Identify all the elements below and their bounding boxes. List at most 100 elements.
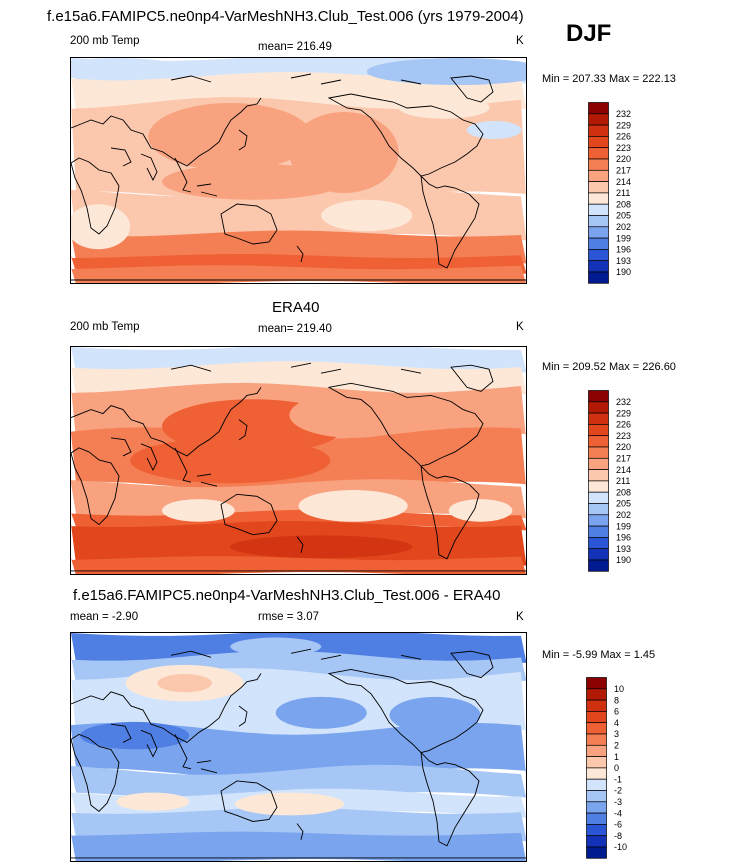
colorbar-box [588,446,609,459]
colorbar-label: 217 [616,166,631,176]
colorbar-label: -8 [614,831,622,841]
colorbar-box [588,169,609,182]
panel1-colorbar: 232 229 226 223 220 217 214 211 208 205 202 199 196 1… [588,102,648,287]
colorbar-label: 193 [616,544,631,554]
panel1-map [70,57,527,284]
colorbar-label: -2 [614,786,622,796]
colorbar-box [588,435,609,448]
colorbar-label: 2 [614,741,619,751]
colorbar-box [586,744,607,757]
colorbar-label: 220 [616,154,631,164]
colorbar-box [586,790,607,803]
colorbar-box [588,491,609,504]
panel3-units: K [516,611,524,623]
colorbar-box [588,192,609,205]
colorbar-box [586,756,607,769]
colorbar-label: 226 [616,132,631,142]
colorbar-box [588,158,609,171]
colorbar-label: 202 [616,222,631,232]
colorbar-label: 208 [616,199,631,209]
colorbar-box [586,801,607,814]
colorbar-box [588,537,609,550]
colorbar-label: -3 [614,797,622,807]
colorbar-box [588,525,609,538]
colorbar-label: -10 [614,842,627,852]
panel2-units: K [516,321,524,333]
colorbar-label: 205 [616,499,631,509]
colorbar-box [588,203,609,216]
colorbar-label: -1 [614,774,622,784]
colorbar-label: 0 [614,763,619,773]
panel3-title: f.e15a6.FAMIPC5.ne0np4-VarMeshNH3.Club_T… [73,587,501,604]
colorbar-box [588,237,609,250]
colorbar-label: 4 [614,718,619,728]
colorbar-box [588,424,609,437]
colorbar-box [588,249,609,262]
colorbar-label: 232 [616,397,631,407]
colorbar-box [588,480,609,493]
colorbar-label: 8 [614,695,619,705]
colorbar-label: 196 [616,533,631,543]
colorbar-box [588,559,609,572]
colorbar-label: 202 [616,510,631,520]
colorbar-box [588,401,609,414]
colorbar-label: 217 [616,454,631,464]
colorbar-label: 208 [616,487,631,497]
colorbar-label: 211 [616,476,630,486]
colorbar-box [588,136,609,149]
colorbar-label: 196 [616,245,631,255]
colorbar-label: 229 [616,408,631,418]
colorbar-box [586,812,607,825]
colorbar-label: -4 [614,808,622,818]
colorbar-box [586,778,607,791]
colorbar-label: 223 [616,431,631,441]
colorbar-box [588,102,609,115]
panel2-variable: 200 mb Temp [70,321,140,333]
colorbar-label: 223 [616,143,631,153]
colorbar-box [586,835,607,848]
colorbar-box [588,271,609,284]
colorbar-box [586,824,607,837]
colorbar-label: 214 [616,465,631,475]
colorbar-label: 226 [616,420,631,430]
panel1-title: f.e15a6.FAMIPC5.ne0np4-VarMeshNH3.Club_T… [47,8,524,25]
colorbar-box [586,846,607,859]
colorbar-box [586,699,607,712]
colorbar-label: 190 [616,555,631,565]
colorbar-box [586,733,607,746]
colorbar-label: 232 [616,109,631,119]
colorbar-label: 10 [614,684,624,694]
season-label: DJF [566,20,612,47]
colorbar-box [588,215,609,228]
colorbar-label: 199 [616,233,631,243]
panel3-colorbar: 10 8 6 4 3 2 1 0 -1 -2 -3 -4 -6 -8 -10 [586,677,646,862]
colorbar-box [588,503,609,516]
colorbar-box [588,226,609,239]
colorbar-label: 205 [616,211,631,221]
colorbar-label: 229 [616,120,631,130]
colorbar-box [588,412,609,425]
colorbar-label: 6 [614,707,619,717]
colorbar-label: 193 [616,256,631,266]
colorbar-label: -6 [614,820,622,830]
panel1-mean: mean= 216.49 [258,41,332,53]
colorbar-box [588,390,609,403]
colorbar-label: 214 [616,177,631,187]
colorbar-box [588,181,609,194]
panel1-minmax: Min = 207.33 Max = 222.13 [542,73,676,85]
colorbar-label: 190 [616,267,631,277]
panel1-units: K [516,35,524,47]
colorbar-label: 199 [616,521,631,531]
colorbar-box [586,711,607,724]
colorbar-box [586,722,607,735]
colorbar-label: 3 [614,729,619,739]
panel3-minmax: Min = -5.99 Max = 1.45 [542,649,656,661]
colorbar-box [588,457,609,470]
panel3-rmse: rmse = 3.07 [258,611,320,623]
colorbar-box [588,469,609,482]
panel2-mean: mean= 219.40 [258,323,332,335]
panel2-map [70,346,527,575]
colorbar-box [586,767,607,780]
panel1-variable: 200 mb Temp [70,35,140,47]
colorbar-label: 220 [616,442,631,452]
